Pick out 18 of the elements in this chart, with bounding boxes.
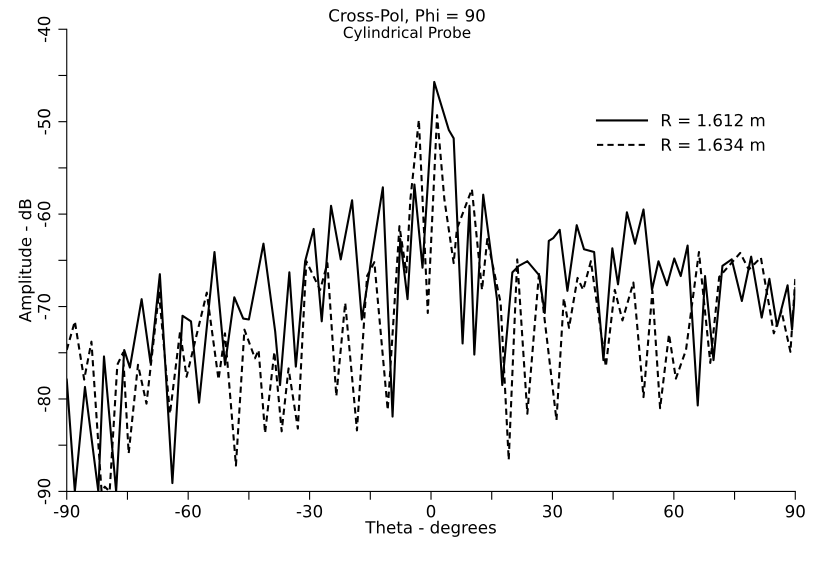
x-tick-label: 0 [426, 504, 436, 518]
y-tick-label: -70 [38, 294, 50, 320]
y-axis-title: Amplitude - dB [18, 199, 35, 322]
x-tick-label: -30 [296, 504, 322, 518]
legend-label: R = 1.634 m [662, 138, 764, 151]
y-tick-label: -40 [38, 16, 50, 42]
y-tick-label: -60 [38, 202, 50, 227]
chart-title: Cross-Pol, Phi = 90 [329, 8, 485, 24]
legend-label: R = 1.612 m [662, 114, 764, 126]
y-tick-label: -50 [38, 109, 50, 134]
x-tick-label: 90 [786, 504, 805, 518]
x-tick-label: -60 [175, 504, 201, 518]
chart-subtitle: Cylindrical Probe [344, 26, 470, 42]
y-tick-label: -80 [38, 386, 50, 412]
x-tick-label: 60 [664, 504, 684, 518]
x-tick-label: 30 [543, 504, 562, 518]
x-axis-title: Theta - degrees [365, 520, 496, 537]
x-tick-label: -90 [54, 504, 80, 518]
